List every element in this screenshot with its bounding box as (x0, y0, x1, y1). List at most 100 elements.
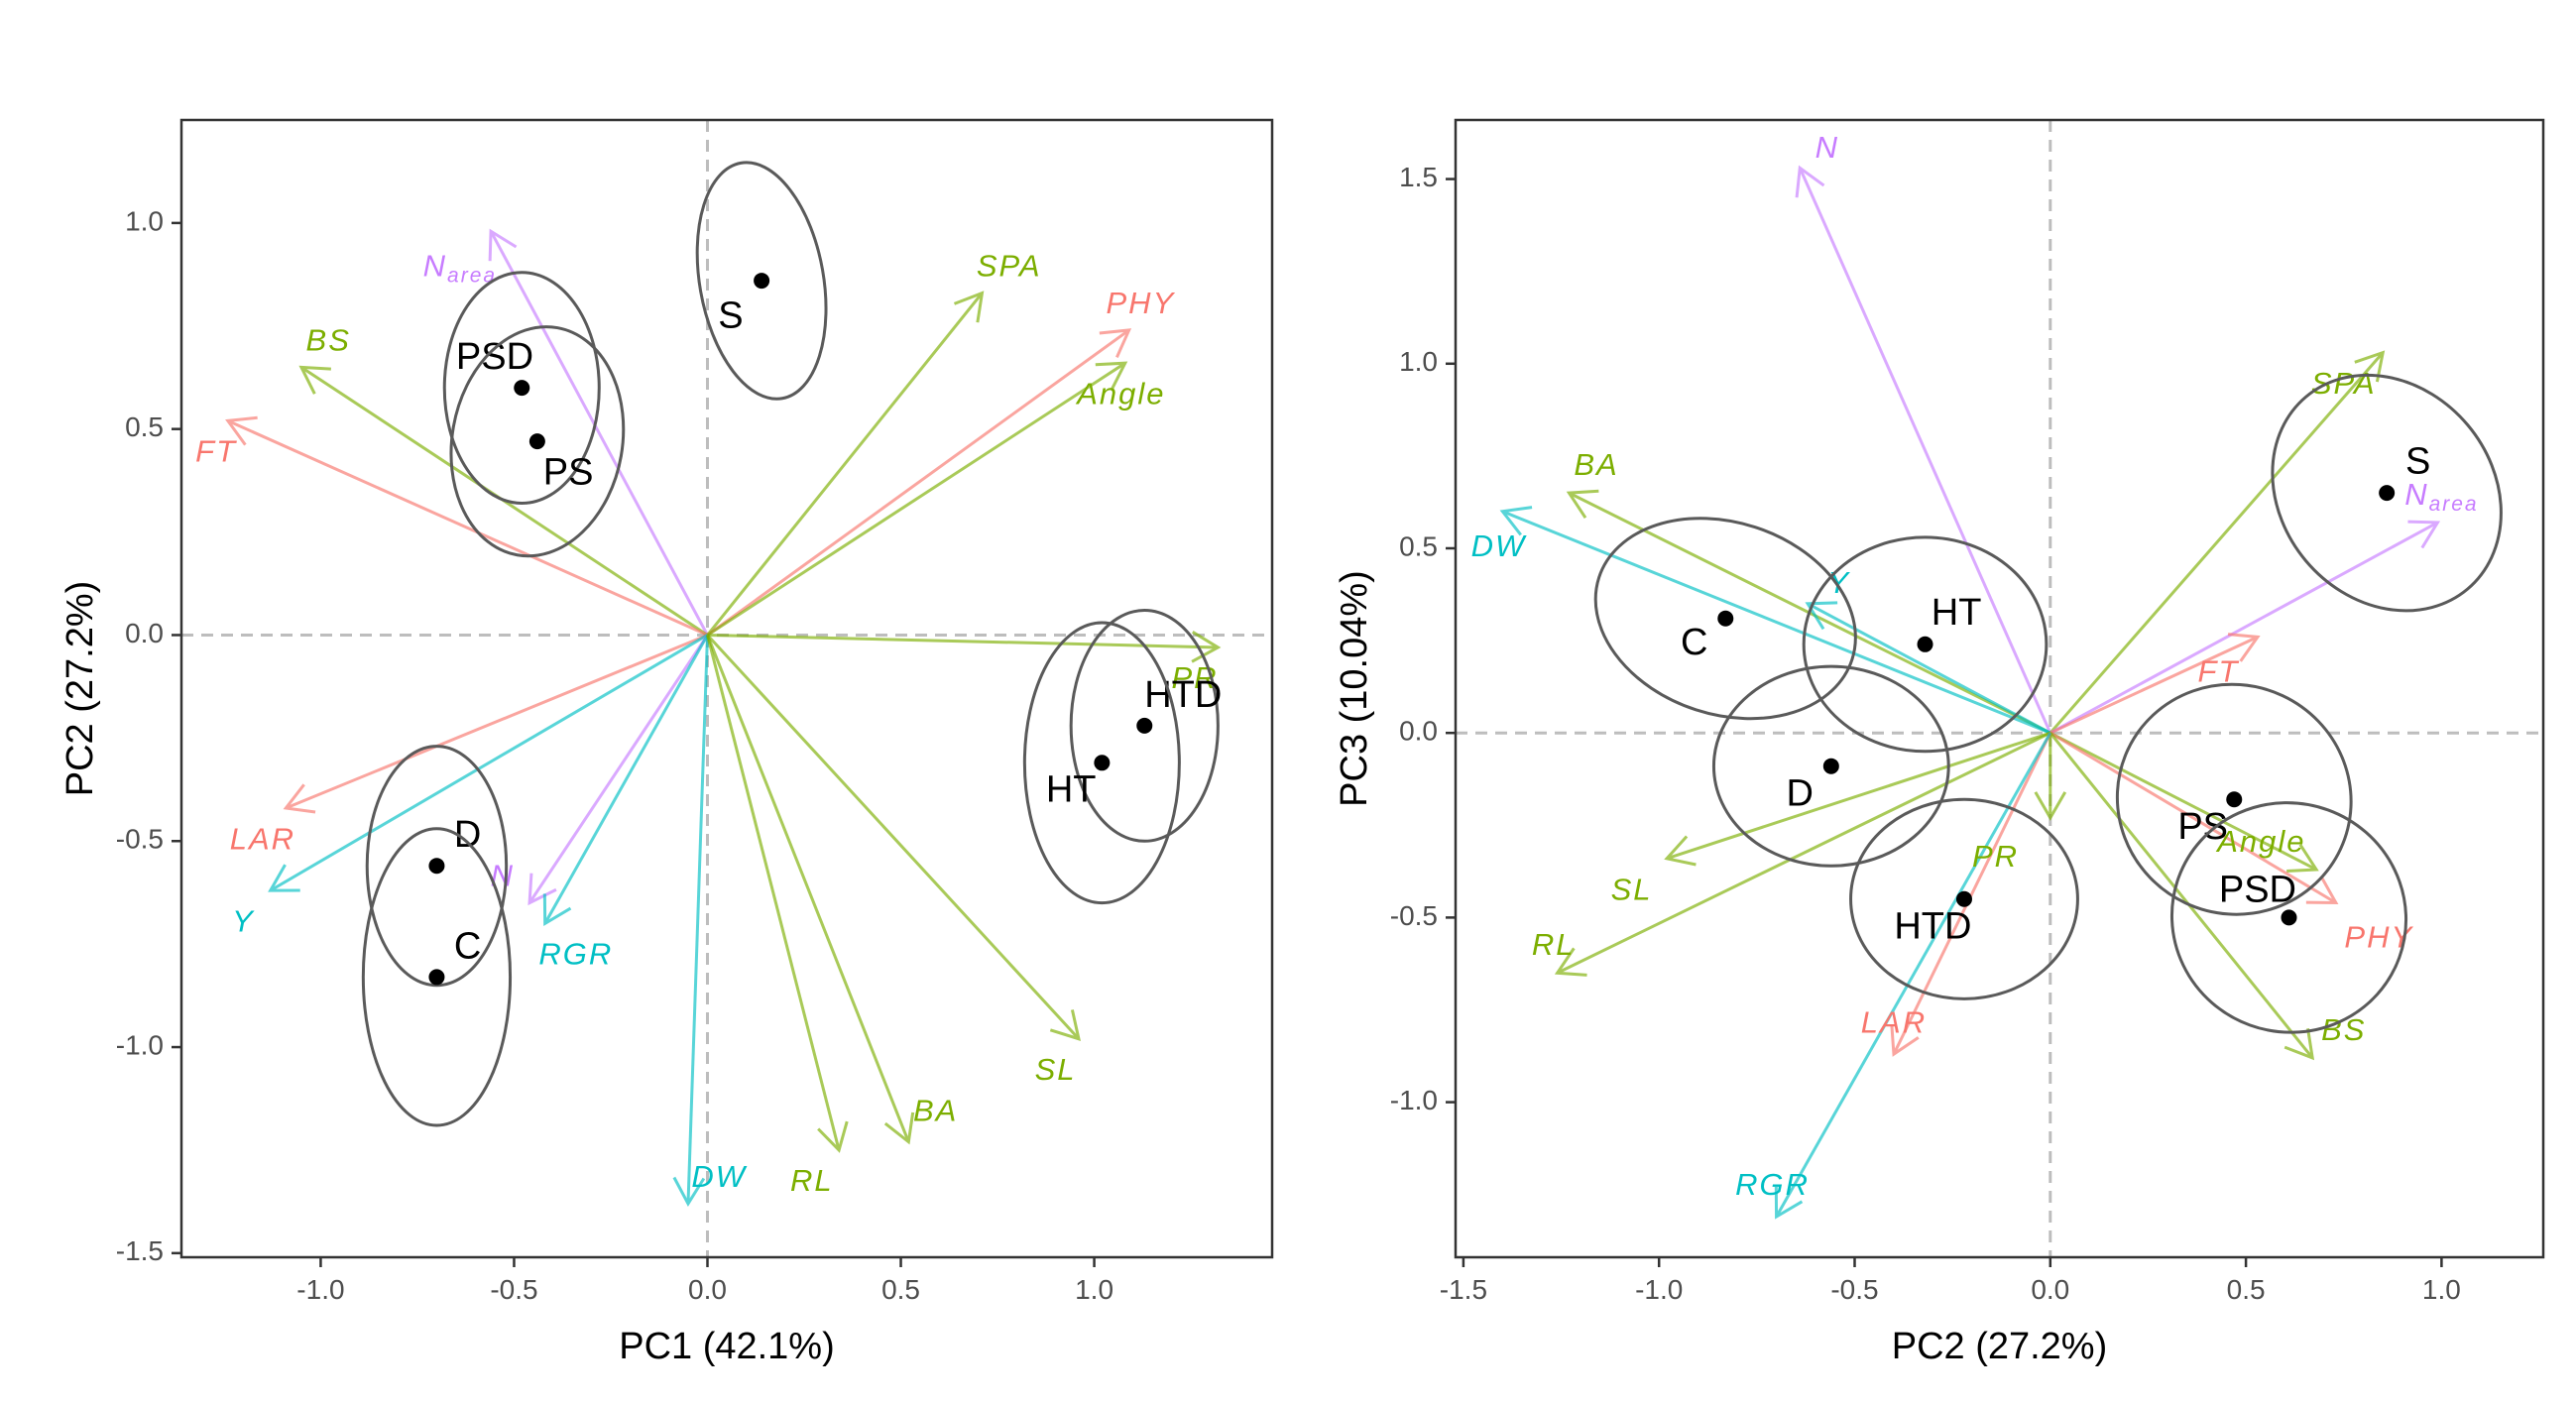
vector-label-n-area: Narea (423, 249, 497, 287)
loading-vector-angle (2049, 731, 2319, 873)
group-s: S (2271, 373, 2503, 613)
loading-vector-dw (1499, 506, 2051, 735)
vector-label-sl: SL (1611, 873, 1653, 907)
loading-vector-sl (706, 634, 1081, 1041)
plot-border (179, 118, 1274, 1259)
vector-shaft (706, 292, 984, 637)
vector-shaft (1892, 732, 2052, 1055)
vector-arrowhead (1191, 631, 1222, 663)
group-centroid (1822, 758, 1839, 774)
vector-label-n-area: Narea (2404, 477, 2478, 515)
vector-shaft (489, 230, 709, 637)
group-centroid (2281, 909, 2297, 926)
loading-vector-rl (706, 635, 849, 1153)
vector-arrowhead (1890, 1024, 1920, 1057)
group-label: HT (1046, 768, 1097, 810)
y-tick-label: 0.0 (1399, 716, 1438, 747)
group-label: C (454, 925, 481, 967)
confidence-ellipse (1849, 797, 2079, 1000)
vector-arrowhead (1049, 1009, 1081, 1041)
x-tick-label: 1.0 (2422, 1274, 2461, 1305)
vector-label-sl: SL (1035, 1052, 1077, 1087)
vector-shaft (706, 328, 1130, 637)
x-tick-label: -1.5 (1440, 1274, 1487, 1305)
x-axis-title: PC1 (42.1%) (619, 1326, 835, 1367)
loading-vector-n-area (488, 228, 709, 637)
group-ps: PS (2115, 682, 2353, 916)
vector-arrowhead (225, 415, 258, 446)
vector-shaft (285, 634, 709, 810)
vector-label-rgr: RGR (1735, 1167, 1810, 1202)
y-tick-label: 1.0 (125, 205, 164, 236)
vector-shaft (2049, 351, 2385, 735)
confidence-ellipse (361, 827, 513, 1127)
group-label: C (1681, 622, 1707, 663)
loading-vector-rgr (542, 634, 709, 926)
vector-shaft (706, 635, 841, 1151)
vector-label-lar: LAR (1861, 1005, 1927, 1040)
group-psd: PSD (442, 271, 601, 505)
x-axis-title: PC2 (27.2%) (1892, 1326, 2108, 1367)
vector-arrowhead (527, 873, 557, 906)
group-label: S (718, 295, 743, 337)
vector-label-ft: FT (195, 434, 237, 469)
group-centroid (428, 858, 445, 875)
vector-label-rl: RL (1532, 927, 1576, 962)
confidence-ellipse (1711, 664, 1950, 868)
vector-label-lar: LAR (230, 821, 295, 856)
loading-vector-y (1805, 601, 2051, 735)
vector-shaft (2049, 731, 2337, 904)
loading-vector-lar (1890, 732, 2052, 1057)
vector-shaft (527, 634, 709, 904)
vector-shaft (2049, 636, 2259, 735)
vector-shaft (2049, 731, 2317, 872)
vector-shaft (707, 633, 1219, 649)
y-tick-label: 1.5 (1399, 162, 1438, 192)
x-tick-label: -0.5 (490, 1274, 537, 1305)
vector-arrowhead (1499, 506, 1533, 536)
group-label: HTD (1144, 674, 1222, 716)
vector-label-angle: Angle (2215, 824, 2305, 859)
vector-label-y: Y (1827, 565, 1850, 600)
group-centroid (514, 380, 530, 397)
vector-shaft (1666, 731, 2051, 861)
vector-shaft (269, 634, 709, 892)
vector-label-angle: Angle (1075, 377, 1165, 411)
x-tick-label: 0.0 (688, 1274, 727, 1305)
loading-vector-sl (1664, 731, 2051, 867)
x-tick-label: 0.5 (2227, 1274, 2266, 1305)
loading-vector-ft (225, 415, 709, 637)
loading-vector-n-area (2049, 520, 2441, 735)
plot-background (181, 120, 1272, 1257)
vector-label-y: Y (232, 904, 255, 939)
loading-vector-n (1795, 165, 2052, 734)
loading-vector-lar (283, 634, 709, 814)
vector-arrowhead (283, 783, 316, 814)
loading-vector-rl (1554, 731, 2051, 977)
plot-background (1456, 120, 2543, 1257)
confidence-ellipse (2271, 373, 2503, 613)
vector-label-spa: SPA (2311, 366, 2377, 401)
group-centroid (754, 273, 770, 290)
group-centroid (528, 433, 545, 450)
y-tick-label: -0.5 (116, 824, 164, 855)
vector-label-spa: SPA (977, 249, 1042, 284)
group-ps: PS (449, 325, 626, 558)
y-axis-title: PC3 (10.04%) (1334, 570, 1375, 807)
vector-arrowhead (1795, 165, 1825, 198)
confidence-ellipse (1022, 621, 1181, 905)
group-centroid (1136, 717, 1153, 734)
group-c: C (1593, 517, 1857, 721)
vector-arrowhead (2305, 876, 2339, 905)
vector-label-dw: DW (1471, 528, 1527, 563)
confidence-ellipse (1593, 517, 1857, 721)
y-tick-label: 0.5 (1399, 530, 1438, 561)
vector-label-bs: BS (306, 323, 351, 358)
vector-arrowhead (542, 893, 572, 926)
confidence-ellipse (365, 745, 509, 988)
vector-label-phy: PHY (1107, 286, 1176, 320)
y-axis-title: PC2 (27.2%) (59, 581, 101, 797)
loading-vector-dw (672, 635, 709, 1207)
vector-shaft (2049, 732, 2314, 1059)
group-d: D (1711, 664, 1950, 868)
